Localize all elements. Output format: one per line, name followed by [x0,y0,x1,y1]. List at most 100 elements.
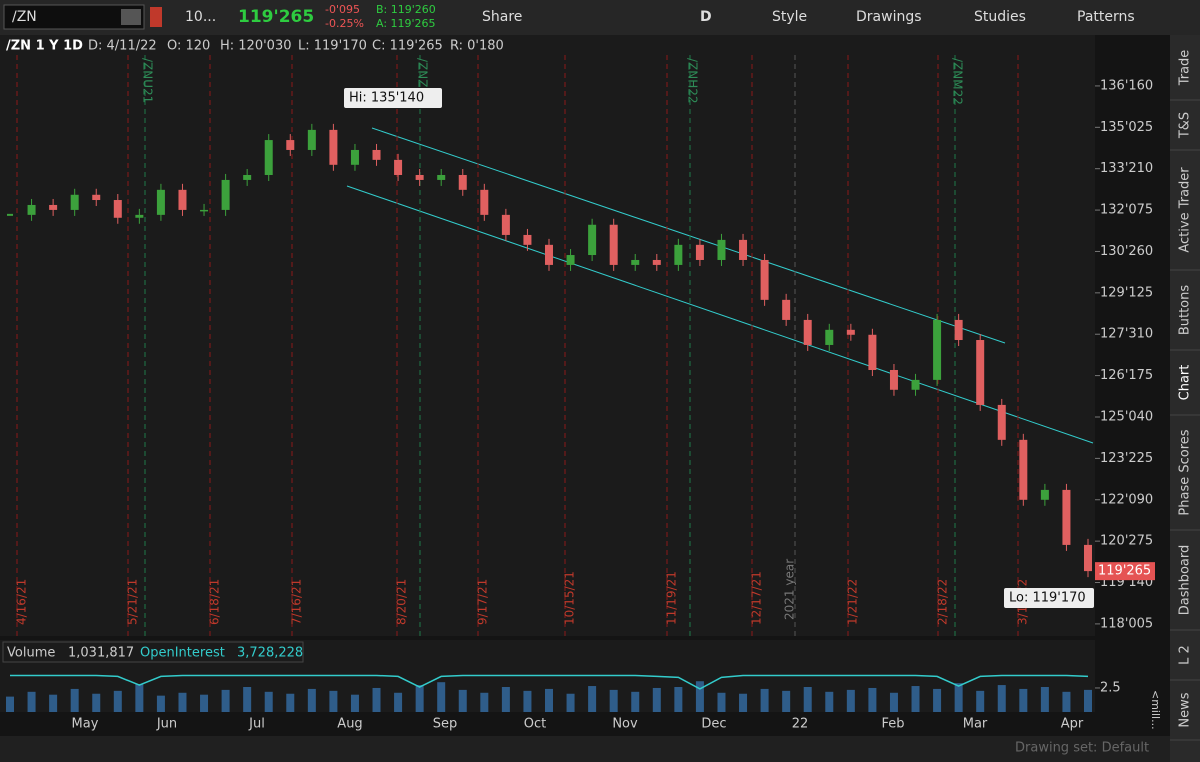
volume-header [2,641,304,663]
volume-bar [243,687,252,712]
candle [976,340,985,405]
date-label: 2/18/22 [936,579,950,625]
sidebar-tab[interactable]: Dashboard [1178,545,1193,616]
volume-value: 1,031,817 [68,646,134,661]
candle [695,244,704,260]
candle [954,319,963,341]
volume-bar [609,689,618,712]
x-tick-label: Mar [963,717,988,732]
sidebar-tab[interactable]: Buttons [1178,285,1193,336]
volume-bar [695,681,704,712]
candle [372,149,381,160]
year-label: 2021 year [783,559,797,620]
patterns-button[interactable]: Patterns [1077,9,1135,25]
date-label: 11/19/21 [665,571,679,625]
symbol-dropdown[interactable] [121,9,141,25]
x-tick-label: Feb [881,717,904,732]
candle [264,140,273,175]
scrollbar[interactable] [0,736,1170,762]
sidebar-tab[interactable]: Active Trader [1178,167,1193,253]
y-tick-label: 133'210 [1100,161,1153,176]
candle [523,234,532,245]
sidebar [1170,35,1200,762]
candle [739,239,748,260]
share-button[interactable]: Share [482,9,522,25]
date-label: 8/20/21 [395,579,409,625]
style-button[interactable]: Style [772,9,807,25]
last-price-tag [1095,562,1155,581]
y-tick-label: 123'225 [1100,451,1153,466]
volume-bar [264,691,273,712]
price-pane [0,35,1095,636]
y-tick-label: 118'005 [1100,616,1153,631]
volume-bar [652,687,661,712]
volume-label: Volume [7,646,55,661]
volume-bar [6,696,14,712]
last-price-label: 119'265 [1098,564,1151,579]
candle [889,369,898,390]
candle [501,214,510,235]
volume-bar [458,689,467,712]
candle [911,379,920,390]
volume-bar [200,694,209,712]
volume-bar [717,692,726,712]
alert-flag [150,7,162,27]
quantity[interactable]: 10... [185,9,216,25]
candle [782,299,791,320]
toolbar [0,0,1200,35]
aggregation-button[interactable]: D [700,9,712,25]
open-interest-line [10,674,1089,690]
price-axis [1095,35,1170,636]
volume-bar [221,689,230,712]
bid: B: 119'260 [376,3,436,16]
candle [566,255,575,265]
candle [394,159,403,175]
volume-bar [329,690,338,712]
candle [70,194,79,210]
candle [49,204,58,210]
change: -0'095 [325,3,360,16]
drawing-set[interactable]: Drawing set: Default [1015,741,1149,756]
sidebar-tab[interactable]: Trade [1178,50,1193,87]
volume-bar [135,684,144,712]
x-tick-label: Jul [248,717,265,732]
drawings-button[interactable]: Drawings [856,9,922,25]
volume-bar [674,687,683,712]
volume-bar [954,683,963,712]
header-low: L: 119'170 [298,39,367,54]
candle [156,189,165,215]
last-price: 119'265 [238,7,314,27]
candle [221,179,230,210]
studies-button[interactable]: Studies [974,9,1026,25]
candle [825,329,834,345]
candle [178,189,187,210]
y-tick-label: 135'025 [1100,120,1153,135]
candle [415,174,424,180]
volume-bar [566,693,575,712]
candle [437,174,446,180]
sidebar-tab[interactable]: News [1178,692,1193,727]
volume-bar [803,687,812,712]
volume-bar [70,688,79,712]
volume-bar [27,691,36,712]
sidebar-tab[interactable]: T&S [1178,112,1193,139]
candle [803,319,812,345]
volume-bar [415,685,424,712]
sidebar-tab[interactable]: L 2 [1178,645,1193,665]
x-tick-label: Nov [612,717,638,732]
candle [674,244,683,265]
candle [27,204,36,215]
candle [7,213,13,216]
date-label: 10/15/21 [563,571,577,625]
sidebar-tab[interactable]: Chart [1178,365,1193,401]
volume-bar [760,688,769,712]
candle [588,224,597,256]
trend-line[interactable] [346,185,1094,444]
volume-bar [588,686,597,712]
volume-bar [782,690,791,712]
symbol-box[interactable] [3,4,145,30]
y-tick-label: 126'175 [1100,368,1153,383]
candle [846,329,855,335]
sidebar-tab[interactable]: Phase Scores [1178,429,1193,515]
volume-bar [307,688,316,712]
